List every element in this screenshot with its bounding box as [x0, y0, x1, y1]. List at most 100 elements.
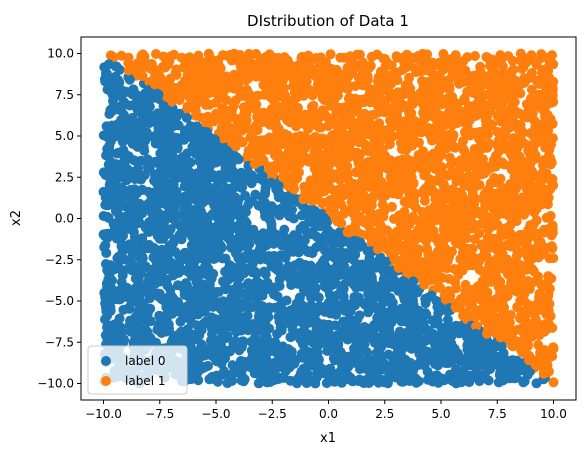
point-label-0	[196, 325, 207, 335]
point-label-0	[269, 302, 280, 313]
point-label-1	[412, 248, 423, 259]
point-label-0	[266, 219, 277, 230]
point-label-0	[123, 190, 134, 201]
point-label-0	[344, 374, 355, 385]
point-label-0	[255, 314, 266, 325]
point-label-1	[447, 184, 458, 195]
point-label-0	[133, 158, 143, 169]
point-label-0	[249, 300, 260, 311]
point-label-0	[232, 168, 243, 179]
point-label-0	[166, 337, 177, 348]
point-label-1	[520, 326, 531, 337]
point-label-1	[314, 58, 325, 69]
point-label-1	[456, 229, 467, 240]
point-label-1	[192, 55, 203, 66]
point-label-1	[275, 74, 286, 85]
point-label-0	[477, 336, 488, 347]
point-label-0	[102, 333, 113, 344]
point-label-0	[303, 210, 314, 221]
point-label-0	[464, 357, 474, 368]
point-label-0	[142, 156, 153, 167]
point-label-0	[365, 373, 376, 384]
point-label-1	[478, 306, 488, 317]
point-label-1	[522, 339, 533, 350]
point-label-1	[544, 283, 555, 294]
point-label-1	[250, 139, 261, 150]
point-label-0	[313, 292, 324, 303]
point-label-0	[310, 282, 321, 293]
point-label-0	[462, 326, 473, 337]
point-label-1	[479, 100, 490, 111]
point-label-1	[449, 97, 460, 108]
point-label-1	[441, 111, 452, 122]
point-label-0	[129, 209, 140, 220]
point-label-0	[380, 285, 391, 296]
point-label-0	[240, 216, 251, 227]
point-label-0	[141, 127, 152, 138]
point-label-0	[334, 367, 345, 378]
point-label-0	[251, 276, 262, 287]
point-label-1	[475, 129, 486, 140]
point-label-1	[271, 124, 282, 135]
point-label-0	[141, 280, 152, 291]
point-label-0	[162, 208, 173, 219]
point-label-0	[134, 303, 145, 314]
point-label-0	[176, 234, 187, 245]
point-label-1	[222, 106, 233, 117]
point-label-0	[219, 158, 230, 169]
point-label-0	[145, 335, 156, 346]
point-label-1	[221, 95, 232, 106]
point-label-1	[541, 168, 552, 179]
point-label-1	[450, 236, 461, 247]
point-label-0	[336, 325, 347, 336]
point-label-0	[105, 157, 116, 168]
point-label-0	[146, 288, 157, 299]
point-label-0	[287, 204, 297, 215]
point-label-1	[352, 130, 363, 140]
point-label-1	[161, 91, 172, 102]
point-label-0	[162, 185, 173, 196]
point-label-1	[532, 200, 543, 211]
point-label-0	[224, 345, 235, 356]
point-label-0	[123, 263, 134, 274]
point-label-1	[435, 125, 445, 136]
point-label-0	[354, 310, 365, 321]
point-label-1	[534, 288, 545, 299]
point-label-1	[501, 224, 512, 235]
point-label-0	[197, 169, 208, 180]
point-label-1	[345, 120, 356, 131]
point-label-0	[220, 282, 231, 292]
point-label-1	[509, 83, 520, 94]
point-label-0	[207, 193, 218, 204]
point-label-1	[458, 106, 469, 117]
point-label-0	[180, 302, 191, 312]
point-label-0	[185, 258, 196, 269]
point-label-1	[480, 316, 491, 326]
point-label-0	[481, 365, 492, 376]
point-label-0	[266, 177, 276, 188]
point-label-1	[323, 134, 334, 144]
point-label-1	[394, 156, 405, 167]
point-label-0	[107, 195, 118, 206]
point-label-1	[299, 131, 309, 142]
point-label-1	[315, 176, 326, 187]
point-label-1	[495, 108, 506, 119]
point-label-0	[353, 376, 364, 387]
point-label-1	[123, 57, 134, 68]
point-label-0	[424, 355, 434, 365]
point-label-1	[406, 90, 417, 101]
point-label-0	[140, 325, 151, 335]
point-label-0	[235, 302, 246, 313]
point-label-0	[309, 314, 320, 325]
point-label-0	[375, 301, 386, 312]
point-label-1	[494, 302, 505, 313]
point-label-0	[254, 287, 265, 298]
point-label-1	[409, 115, 420, 126]
point-label-1	[335, 175, 345, 185]
point-label-1	[514, 178, 525, 189]
point-label-1	[304, 109, 315, 120]
point-label-0	[412, 340, 422, 351]
point-label-1	[434, 163, 445, 173]
point-label-1	[386, 172, 397, 183]
point-label-0	[286, 195, 297, 206]
